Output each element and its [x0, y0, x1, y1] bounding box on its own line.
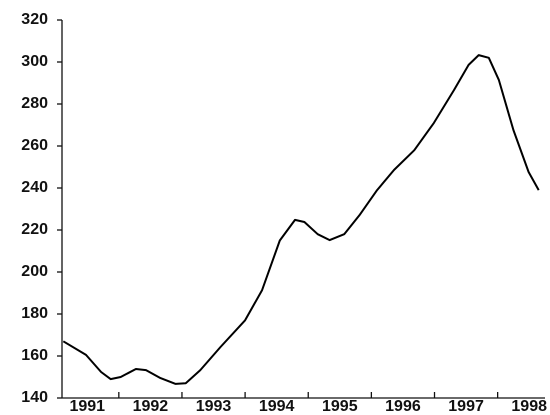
y-tick-label: 320: [21, 11, 48, 28]
data-line: [62, 54, 540, 385]
y-tick-label: 140: [21, 389, 48, 406]
y-tick-label: 200: [21, 263, 48, 280]
y-tick-label: 300: [21, 53, 48, 70]
x-tick-label: 1993: [196, 398, 232, 415]
y-tick-label: 280: [21, 95, 48, 112]
x-tick-label: 1997: [448, 398, 484, 415]
y-tick-label: 240: [21, 179, 48, 196]
y-tick-label: 160: [21, 347, 48, 364]
x-tick-label: 1994: [259, 398, 295, 415]
x-tick-label: 1991: [69, 398, 105, 415]
x-tick-label: 1995: [322, 398, 358, 415]
x-tick-label: 1998: [511, 398, 547, 415]
x-tick-label: 1996: [385, 398, 421, 415]
y-tick-label: 260: [21, 137, 48, 154]
y-tick-label: 220: [21, 221, 48, 238]
y-tick-label: 180: [21, 305, 48, 322]
x-tick-label: 1992: [133, 398, 169, 415]
